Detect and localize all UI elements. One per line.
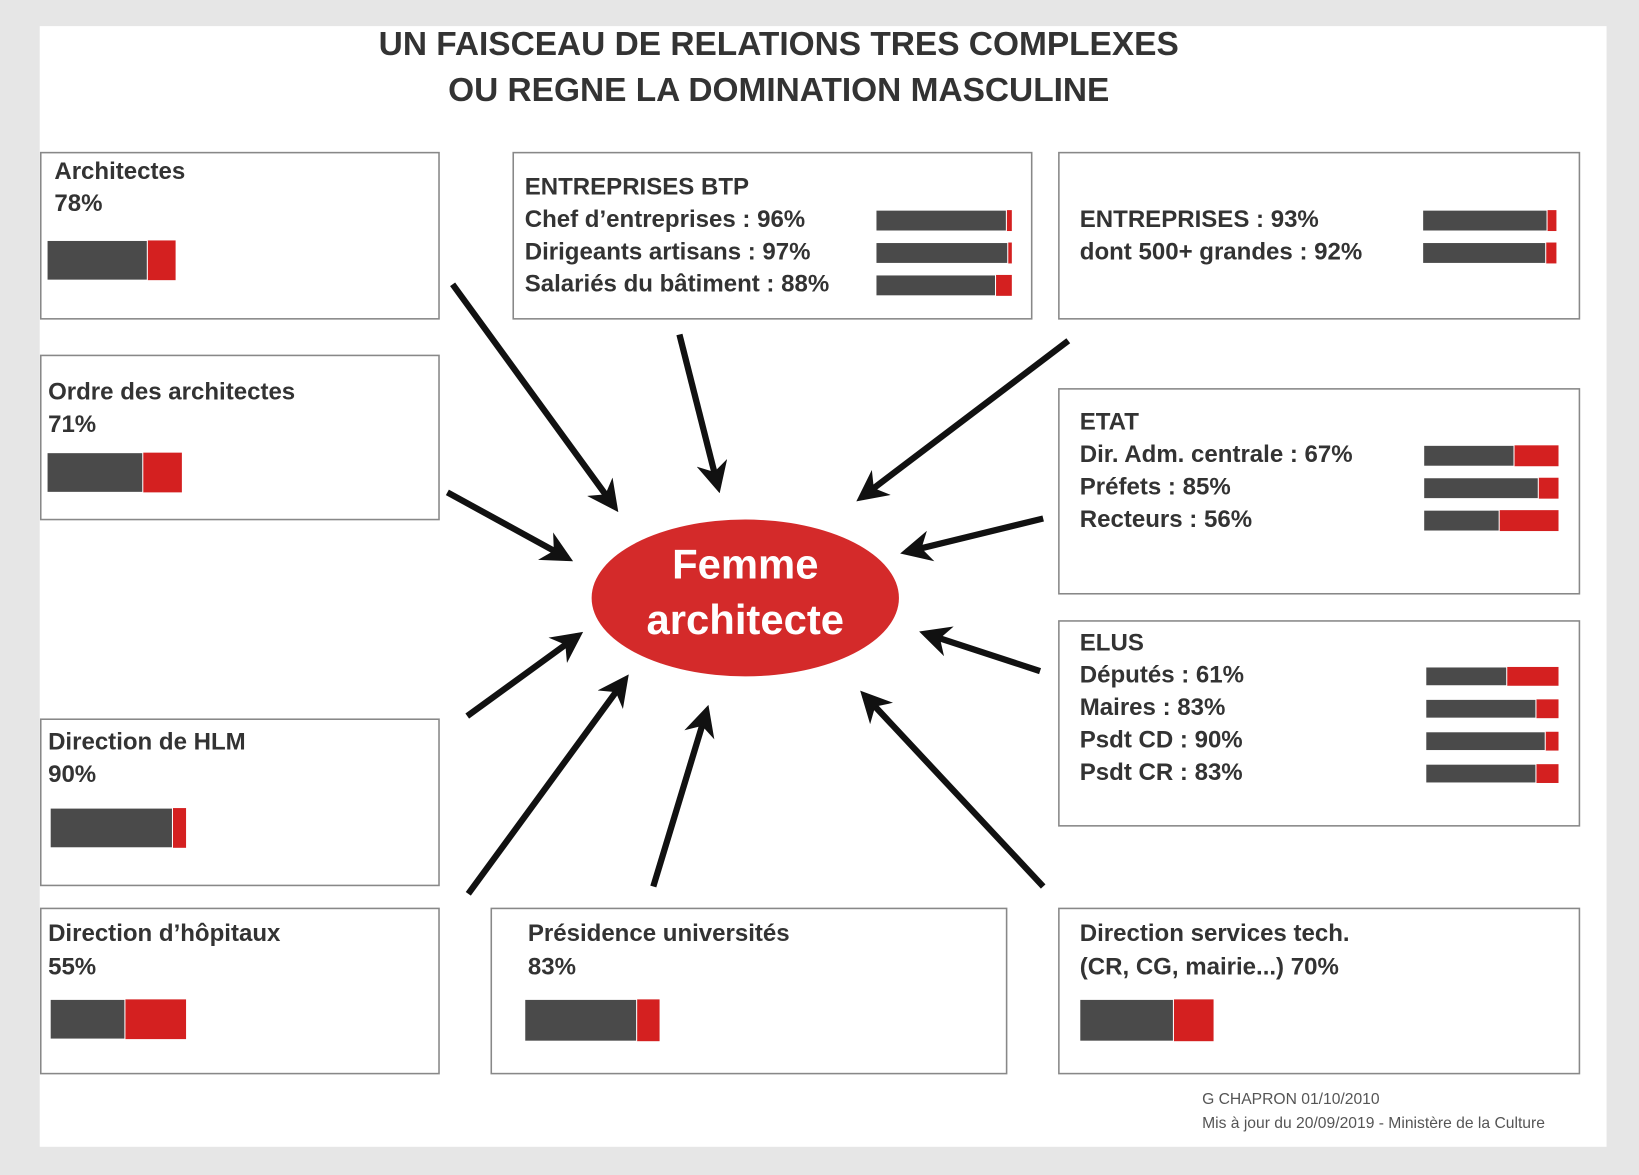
item-label: 78%	[54, 190, 102, 217]
box-title: Architectes	[54, 158, 185, 185]
item-label: Préfets : 85%	[1080, 474, 1231, 501]
center-ellipse	[591, 519, 899, 677]
box-title: ELUS	[1080, 629, 1144, 656]
item-label: Recteurs : 56%	[1080, 506, 1252, 533]
item-label: Chef d’entreprises : 96%	[525, 206, 805, 233]
title: UN FAISCEAU DE RELATIONS TRES COMPLEXES	[379, 26, 1179, 63]
bar	[49, 807, 173, 849]
bar	[875, 242, 1009, 264]
item-label: Députés : 61%	[1080, 662, 1244, 689]
bar	[1425, 666, 1508, 687]
item-label: (CR, CG, mairie...) 70%	[1080, 953, 1339, 980]
bar	[1079, 998, 1174, 1042]
bar	[1423, 509, 1500, 532]
box-title: Direction de HLM	[48, 729, 246, 756]
box	[1058, 620, 1581, 827]
item-label: Maires : 83%	[1080, 694, 1226, 721]
box-title: ETAT	[1080, 409, 1139, 436]
box-title: Ordre des architectes	[48, 378, 295, 405]
item-label: 90%	[48, 761, 96, 788]
center-label: Femme	[672, 541, 818, 588]
box-title: ENTREPRISES BTP	[525, 174, 749, 201]
box	[490, 907, 1008, 1075]
item-label: Psdt CR : 83%	[1080, 759, 1243, 786]
footer: G CHAPRON 01/10/2010	[1202, 1091, 1380, 1108]
bar	[1422, 209, 1548, 232]
item-label: 83%	[528, 953, 576, 980]
center-label: architecte	[647, 596, 844, 643]
box	[39, 718, 440, 887]
item-label: Dirigeants artisans : 97%	[525, 238, 811, 265]
item-label: Psdt CD : 90%	[1080, 727, 1243, 754]
bar	[524, 998, 638, 1042]
box	[1058, 151, 1581, 320]
box-title: Direction d’hôpitaux	[48, 920, 281, 947]
bar	[1425, 698, 1537, 719]
bar	[46, 239, 148, 281]
bar	[1423, 444, 1515, 467]
bar	[46, 452, 144, 493]
bar	[1425, 763, 1537, 784]
item-label: dont 500+ grandes : 92%	[1080, 238, 1362, 265]
item-label: Salariés du bâtiment : 88%	[525, 271, 829, 298]
item-label: 71%	[48, 411, 96, 438]
item-label: 55%	[48, 953, 96, 980]
bar	[875, 209, 1007, 232]
bar	[875, 274, 997, 297]
title: OU REGNE LA DOMINATION MASCULINE	[448, 72, 1109, 109]
item-label: ENTREPRISES : 93%	[1080, 206, 1319, 233]
bar	[49, 998, 126, 1040]
arrows	[445, 282, 1071, 896]
bar	[1422, 242, 1547, 264]
bar	[1423, 477, 1539, 500]
box	[1058, 907, 1581, 1075]
box	[39, 907, 440, 1075]
box	[39, 151, 440, 320]
footer: Mis à jour du 20/09/2019 - Ministère de …	[1202, 1115, 1545, 1132]
bar	[1425, 731, 1546, 752]
item-label: Dir. Adm. centrale : 67%	[1080, 441, 1353, 468]
box-title: Présidence universités	[528, 920, 790, 947]
box-title: Direction services tech.	[1080, 920, 1350, 947]
